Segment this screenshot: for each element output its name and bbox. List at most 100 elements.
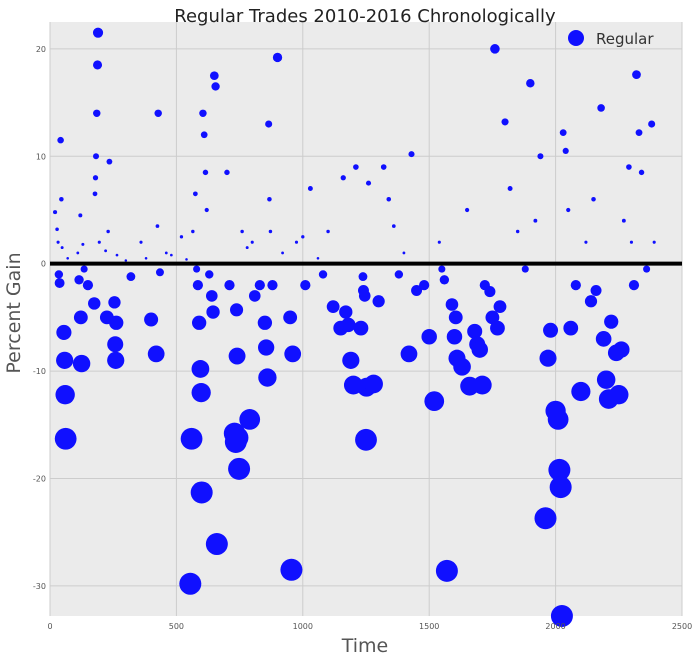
data-point [521, 265, 529, 273]
data-point [281, 251, 284, 255]
data-point [73, 310, 88, 325]
data-point [391, 224, 396, 228]
data-point [408, 151, 415, 158]
data-point [604, 314, 619, 329]
data-point [180, 427, 203, 450]
data-point [193, 265, 201, 273]
data-point [421, 328, 437, 345]
chart-title: Regular Trades 2010-2016 Chronologically [174, 6, 556, 27]
data-point [283, 310, 298, 325]
data-point [106, 158, 113, 165]
data-point [507, 186, 513, 191]
x-axis-label: Time [341, 635, 389, 657]
data-point [537, 153, 544, 160]
data-point [258, 368, 277, 387]
data-point [265, 120, 273, 128]
data-point [380, 164, 387, 170]
data-point [267, 196, 272, 202]
data-point [621, 218, 626, 223]
data-point [284, 345, 302, 363]
data-point [144, 257, 148, 260]
x-tick-label: 500 [169, 622, 184, 631]
data-point [563, 320, 579, 336]
data-point [550, 605, 573, 627]
data-point [192, 191, 198, 197]
data-point [485, 310, 500, 325]
data-point [204, 207, 209, 213]
data-point [97, 240, 101, 244]
data-point [107, 336, 124, 353]
data-point [211, 82, 220, 91]
data-point [55, 227, 59, 232]
data-point [92, 175, 99, 181]
data-point [353, 164, 359, 170]
data-point [200, 131, 208, 139]
data-point [549, 476, 572, 499]
data-point [562, 147, 569, 154]
data-point [228, 347, 246, 365]
data-point [648, 120, 656, 128]
y-tick-label: -30 [33, 582, 46, 591]
data-point [307, 186, 313, 191]
data-point [590, 285, 602, 297]
data-point [358, 290, 371, 302]
data-point [139, 240, 143, 244]
data-point [280, 558, 303, 581]
data-point [591, 196, 596, 202]
data-point [179, 572, 202, 595]
data-point [638, 169, 645, 176]
data-point [144, 312, 159, 327]
data-point [364, 374, 383, 394]
y-tick-label: 0 [41, 260, 46, 269]
data-point [191, 382, 211, 403]
data-point [108, 296, 121, 309]
data-point [386, 196, 392, 202]
data-point [301, 235, 305, 239]
data-point [355, 428, 377, 451]
data-point [526, 79, 535, 88]
data-point [448, 310, 463, 325]
data-point [326, 229, 330, 234]
data-point [596, 370, 616, 389]
data-point [202, 169, 209, 176]
data-point [453, 357, 471, 376]
data-point [80, 265, 88, 273]
data-point [191, 315, 207, 330]
data-point [472, 375, 492, 395]
y-tick-label: 10 [36, 152, 46, 161]
data-point [372, 295, 385, 308]
data-point [224, 169, 230, 176]
data-point [467, 323, 483, 339]
data-point [74, 275, 84, 285]
data-point [206, 305, 220, 319]
data-point [93, 153, 100, 160]
data-point [445, 298, 459, 311]
data-point [471, 341, 488, 358]
data-point [179, 235, 184, 239]
data-point [342, 351, 360, 369]
data-point [199, 109, 207, 118]
data-point [548, 458, 571, 481]
legend-marker [568, 30, 584, 46]
data-point [124, 259, 128, 262]
legend: Regular [568, 30, 654, 48]
x-tick-label: 0 [47, 622, 52, 631]
data-point [230, 303, 244, 317]
data-point [628, 280, 640, 291]
data-point [501, 118, 509, 126]
data-point [164, 251, 168, 255]
data-point [257, 315, 273, 330]
data-point [228, 457, 251, 480]
data-point [205, 270, 214, 279]
data-point [402, 251, 406, 255]
data-point [365, 180, 372, 186]
data-point [353, 320, 369, 336]
data-point [107, 351, 125, 369]
data-point [147, 345, 165, 363]
data-point [632, 70, 641, 80]
y-axis-label: Percent Gain [3, 252, 25, 373]
data-point [78, 213, 83, 218]
data-point [424, 391, 445, 412]
data-point [52, 210, 58, 215]
